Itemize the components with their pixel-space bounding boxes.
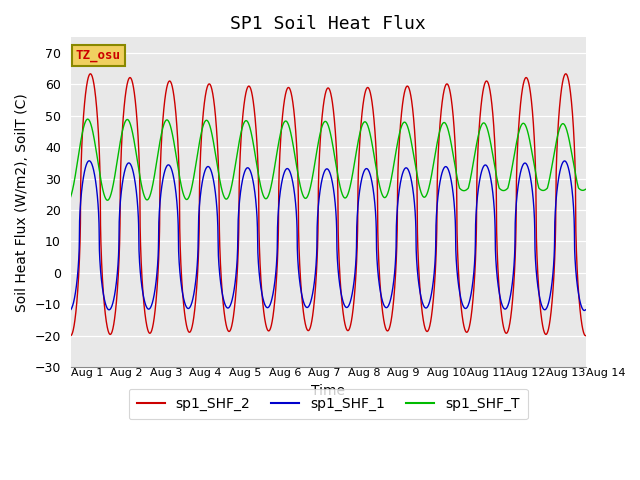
Legend: sp1_SHF_2, sp1_SHF_1, sp1_SHF_T: sp1_SHF_2, sp1_SHF_1, sp1_SHF_T	[129, 389, 527, 420]
Text: TZ_osu: TZ_osu	[76, 49, 121, 62]
Title: SP1 Soil Heat Flux: SP1 Soil Heat Flux	[230, 15, 426, 33]
X-axis label: Time: Time	[311, 384, 345, 398]
Y-axis label: Soil Heat Flux (W/m2), SoilT (C): Soil Heat Flux (W/m2), SoilT (C)	[15, 93, 29, 312]
